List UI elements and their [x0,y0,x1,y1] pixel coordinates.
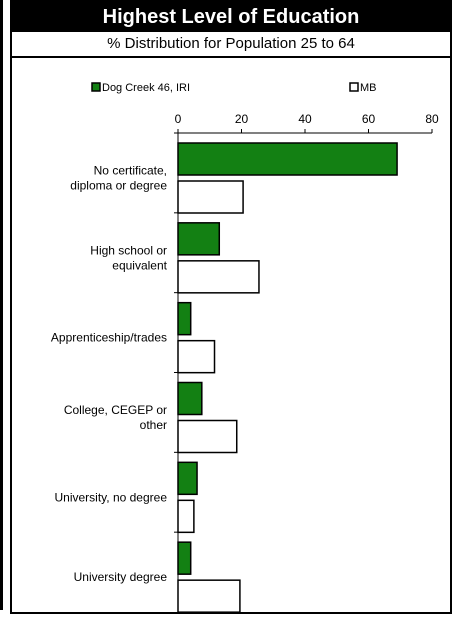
x-tick-label-60: 60 [362,112,376,126]
bar-1-series-1 [177,222,221,256]
x-tick-label-80: 80 [425,112,439,126]
x-tick-label-20: 20 [235,112,249,126]
legend-swatch-2 [349,82,359,92]
category-label-1-line-2: equivalent [112,258,167,272]
category-label-2: Apprenticeship/trades [51,331,167,345]
bar-3-series-1 [177,381,203,416]
bar-4-series-2 [177,499,195,534]
category-label-1-line-1: High school or [90,243,167,257]
bar-0-series-2 [177,180,244,214]
legend-label-2: MB [360,82,377,94]
category-label-3-line-1: College, CEGEP or [64,403,167,417]
x-tick-label-40: 40 [298,112,312,126]
legend-swatch-1 [91,82,101,92]
bar-4-series-1 [177,461,198,496]
category-label-0-line-1: No certificate, [94,164,167,178]
category-label-5: University degree [74,570,168,584]
bar-5-series-1 [177,541,192,575]
bar-2-series-1 [177,301,192,336]
chart-title: Highest Level of Education [12,2,450,32]
bar-0-series-1 [177,142,398,176]
legend-label-1: Dog Creek 46, IRI [102,82,190,94]
chart-subtitle: % Distribution for Population 25 to 64 [12,32,450,58]
chart-frame: Highest Level of Education % Distributio… [10,0,452,614]
bar-5-series-2 [177,579,241,613]
bar-1-series-2 [177,260,260,294]
bar-2-series-2 [177,339,216,374]
category-label-0-line-2: diploma or degree [70,179,167,193]
bar-3-series-2 [177,419,238,454]
x-tick-label-0: 0 [175,112,182,126]
category-label-3-line-2: other [140,418,167,432]
category-label-4: University, no degree [55,490,168,504]
left-border-rule [0,0,3,610]
